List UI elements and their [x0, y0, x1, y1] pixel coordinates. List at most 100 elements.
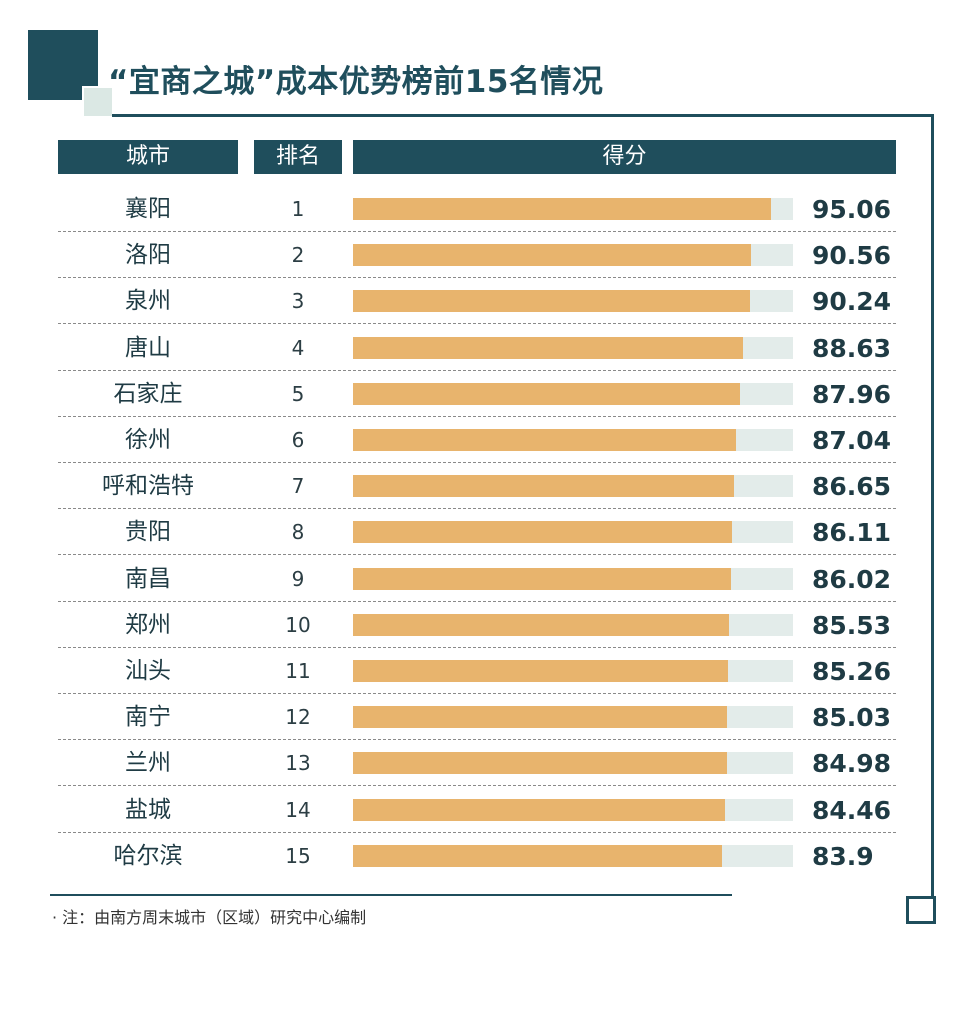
row-divider [58, 785, 896, 787]
rank-label: 9 [291, 566, 305, 591]
score-bar [353, 429, 736, 451]
score-bar [353, 290, 751, 313]
score-value: 87.04 [812, 426, 892, 455]
score-bar [353, 844, 723, 867]
score-bar [353, 198, 772, 220]
city-label: 徐州 [125, 427, 171, 453]
bar-track [353, 798, 793, 821]
table-row: 徐州 6 87.04 [58, 417, 896, 463]
rank-label: 14 [285, 797, 311, 822]
bar-track [353, 706, 793, 729]
bar-track [353, 660, 793, 682]
table-row: 盐城 14 84.46 [58, 787, 896, 833]
bar-track [353, 382, 793, 405]
row-divider [58, 554, 896, 556]
row-divider [58, 508, 896, 510]
city-label: 贵阳 [125, 519, 171, 546]
city-label: 汕头 [125, 658, 171, 684]
frame-corner-square [906, 896, 936, 924]
city-label: 襄阳 [125, 196, 171, 222]
bar-track [353, 844, 793, 867]
table-row: 呼和浩特 7 86.65 [58, 463, 896, 510]
score-value: 85.26 [812, 657, 892, 686]
rank-label: 3 [291, 289, 305, 314]
table-row: 兰州 13 84.98 [58, 740, 896, 787]
row-divider [58, 600, 896, 602]
table-row: 襄阳 1 95.06 [58, 186, 896, 232]
score-value: 85.53 [812, 610, 892, 640]
rank-label: 2 [291, 243, 305, 268]
city-label: 唐山 [125, 334, 171, 361]
score-value: 84.98 [812, 749, 892, 779]
bar-track [353, 752, 793, 775]
table-row: 泉州 3 90.24 [58, 278, 896, 325]
row-divider [58, 646, 896, 648]
table-row: 郑州 10 85.53 [58, 602, 896, 648]
city-label: 呼和浩特 [102, 473, 194, 500]
row-divider [58, 831, 896, 833]
city-label: 兰州 [125, 750, 171, 777]
row-divider [58, 462, 896, 463]
table-row: 南宁 12 85.03 [58, 694, 896, 741]
table-row: 汕头 11 85.26 [58, 648, 896, 694]
chart-title: “宜商之城”成本优势榜前15名情况 [108, 64, 604, 100]
city-label: 泉州 [125, 288, 171, 315]
score-value: 86.02 [812, 564, 892, 594]
score-bar [353, 706, 728, 729]
score-value: 83.9 [812, 841, 874, 871]
table-row: 南昌 9 86.02 [58, 556, 896, 602]
rank-label: 15 [285, 843, 311, 868]
city-label: 洛阳 [125, 242, 171, 269]
bar-track [353, 290, 793, 313]
row-divider [58, 693, 896, 694]
rank-label: 10 [285, 612, 311, 637]
table-row: 唐山 4 88.63 [58, 325, 896, 371]
row-divider [58, 231, 896, 232]
rank-label: 6 [291, 428, 305, 452]
table-row: 贵阳 8 86.11 [58, 509, 896, 556]
rank-label: 4 [291, 335, 305, 360]
score-value: 86.11 [812, 518, 892, 548]
score-value: 90.56 [812, 241, 892, 271]
rank-label: 7 [291, 474, 305, 499]
bar-track [353, 429, 793, 451]
row-divider [58, 323, 896, 325]
rank-label: 5 [291, 381, 305, 406]
city-label: 南宁 [125, 704, 171, 731]
score-bar [353, 244, 752, 267]
score-bar [353, 382, 741, 405]
score-value: 88.63 [812, 333, 892, 363]
title-decoration-small-square [82, 86, 114, 118]
city-label: 哈尔滨 [113, 842, 183, 869]
rank-label: 11 [285, 659, 311, 683]
score-bar [353, 567, 732, 590]
bar-track [353, 198, 793, 220]
bottom-rule [50, 894, 732, 896]
score-bar [353, 521, 732, 544]
row-divider [58, 739, 896, 741]
city-label: 盐城 [125, 796, 171, 823]
header-score: 得分 [353, 140, 896, 174]
score-bar [353, 613, 730, 636]
rank-label: 8 [291, 520, 305, 545]
frame-right-border [931, 114, 934, 900]
city-label: 郑州 [125, 611, 171, 638]
score-bar [353, 752, 727, 775]
bar-track [353, 244, 793, 267]
row-divider [58, 277, 896, 279]
score-value: 86.65 [812, 472, 892, 502]
header-city: 城市 [58, 140, 238, 174]
bar-track [353, 567, 793, 590]
score-bar [353, 475, 735, 498]
rank-label: 12 [285, 705, 311, 730]
score-bar [353, 336, 743, 359]
score-value: 87.96 [812, 379, 892, 409]
score-bar [353, 798, 725, 821]
bar-track [353, 475, 793, 498]
table-row: 哈尔滨 15 83.9 [58, 833, 896, 879]
score-bar [353, 660, 729, 682]
city-label: 石家庄 [113, 380, 183, 407]
score-value: 90.24 [812, 287, 892, 317]
city-label: 南昌 [125, 565, 171, 592]
rank-label: 13 [285, 751, 311, 776]
